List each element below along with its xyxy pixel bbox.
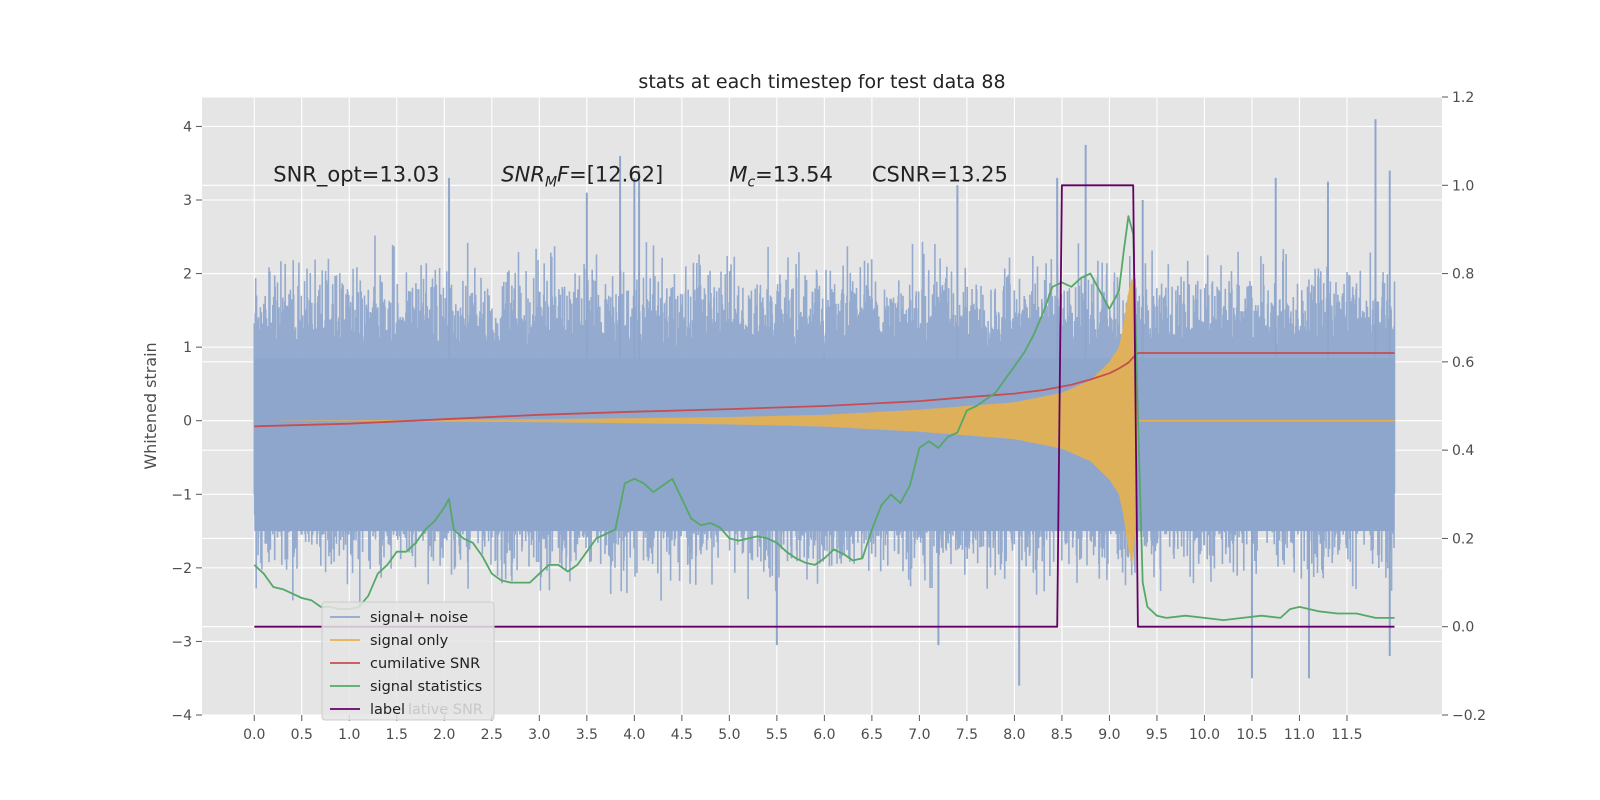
x-tick-label: 6.0 xyxy=(813,727,835,743)
y-tick-label-right: 1.2 xyxy=(1452,90,1474,106)
x-tick-label: 9.0 xyxy=(1098,727,1120,743)
y-tick-label-right: 0.6 xyxy=(1452,355,1474,371)
x-tick-label: 0.5 xyxy=(291,727,313,743)
y-tick-label-right: 0.4 xyxy=(1452,443,1474,459)
line-series xyxy=(253,184,1395,628)
signal-only-series xyxy=(254,277,1395,565)
legend-label: signal+ noise xyxy=(370,610,468,626)
x-tick-label: 10.5 xyxy=(1236,727,1267,743)
x-tick-label: 1.0 xyxy=(338,727,360,743)
y-tick-label-right: 0.2 xyxy=(1452,531,1474,547)
legend-box xyxy=(321,601,495,721)
annotation-text: CSNR=13.25 xyxy=(872,162,1008,186)
x-tick-label: 0.0 xyxy=(243,727,265,743)
axes: 0.0 0.5 1.0 1.5 2.0 2.5 3.0 3.5 4.0 4.5 5.0 5.5 6.0 6… xyxy=(171,90,1486,743)
x-tick-label: 6.5 xyxy=(861,727,883,743)
annotation-text: SNRMF=[12.62] xyxy=(501,162,663,190)
annotation-text: SNR_opt=13.03 xyxy=(273,162,439,187)
x-tick-label: 8.5 xyxy=(1051,727,1073,743)
x-tick-label: 11.5 xyxy=(1331,727,1362,743)
x-tick-label: 5.5 xyxy=(766,727,788,743)
y-tick-label-left: −2 xyxy=(171,561,192,577)
x-tick-label: 4.0 xyxy=(623,727,645,743)
x-tick-label: 9.5 xyxy=(1146,727,1168,743)
x-tick-label: 7.0 xyxy=(908,727,930,743)
y-tick-label-left: 4 xyxy=(183,119,192,135)
signal-only-envelope xyxy=(254,277,1395,565)
x-tick-label: 7.5 xyxy=(956,727,978,743)
x-tick-label: 3.5 xyxy=(576,727,598,743)
y-tick-label-left: −1 xyxy=(171,487,192,503)
label-line xyxy=(254,184,1395,628)
x-tick-label: 3.0 xyxy=(528,727,550,743)
x-tick-label: 5.0 xyxy=(718,727,740,743)
x-tick-label: 10.0 xyxy=(1189,727,1220,743)
y-tick-label-left: −4 xyxy=(171,708,192,724)
y-tick-label-right: −0.2 xyxy=(1452,708,1486,724)
y-tick-label-left: 0 xyxy=(183,414,192,430)
legend-label: signal statistics xyxy=(370,679,482,695)
y-tick-label-right: 0.8 xyxy=(1452,267,1474,283)
x-tick-label: 4.5 xyxy=(671,727,693,743)
chart-title: stats at each timestep for test data 88 xyxy=(638,71,1005,93)
x-tick-label: 1.5 xyxy=(386,727,408,743)
signal-noise-series xyxy=(253,119,1396,686)
x-tick-label: 8.0 xyxy=(1003,727,1025,743)
legend-overlap-text: lative SNR xyxy=(408,702,483,718)
y-tick-label-left: 3 xyxy=(183,193,192,209)
legend-label: signal only xyxy=(370,633,449,649)
legend-label: label xyxy=(370,702,405,718)
cumilative-snr-line xyxy=(254,352,1395,428)
annotations: SNR_opt=13.03 SNRMF=[12.62] Mc=13.54 CSNR=1… xyxy=(273,162,1008,190)
y-tick-label-left: 2 xyxy=(183,267,192,283)
signal-statistics-line xyxy=(253,215,1395,621)
x-tick-label: 11.0 xyxy=(1284,727,1315,743)
annotation-text: Mc=13.54 xyxy=(729,162,833,190)
x-tick-label: 2.0 xyxy=(433,727,455,743)
y-axis-label: Whitened strain xyxy=(141,342,160,469)
legend: signal+ noise signal only cumilative SNR si… xyxy=(321,601,495,721)
y-tick-label-right: 1.0 xyxy=(1452,178,1474,194)
y-tick-label-left: 1 xyxy=(183,340,192,356)
x-tick-label: 2.5 xyxy=(481,727,503,743)
y-tick-label-left: −3 xyxy=(171,634,192,650)
legend-label: cumilative SNR xyxy=(370,656,480,672)
y-tick-label-right: 0.0 xyxy=(1452,620,1474,636)
